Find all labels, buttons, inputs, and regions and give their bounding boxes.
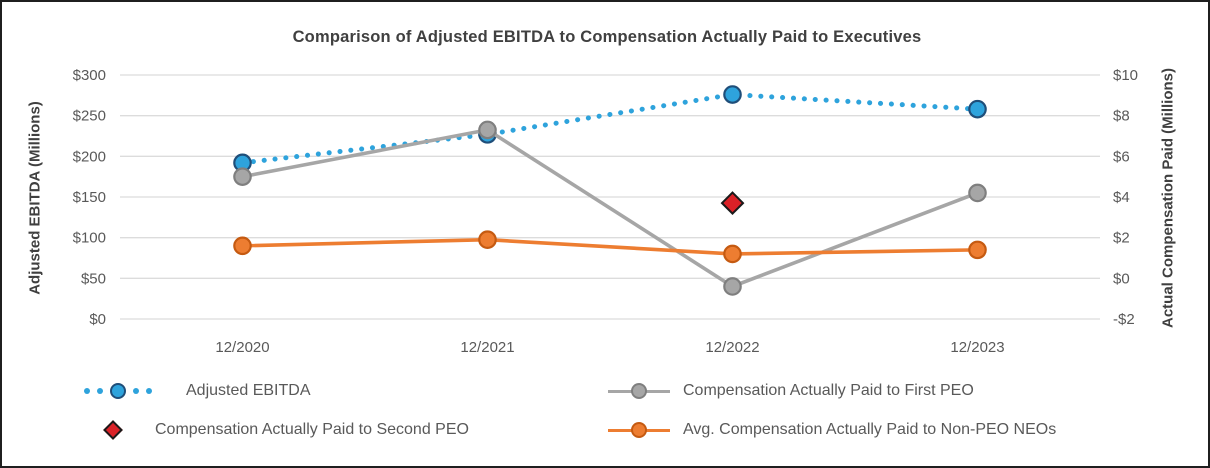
left-axis-tick-label: $250 [73, 108, 106, 125]
legend-label: Compensation Actually Paid to Second PEO [155, 421, 469, 438]
data-point [478, 120, 497, 140]
data-point [968, 240, 987, 260]
right-axis-tick-label: $10 [1113, 67, 1138, 84]
data-point [968, 99, 987, 119]
x-axis-tick-label: 12/2022 [705, 339, 759, 356]
dotted-line-circle-marker-icon [84, 383, 179, 399]
series-line [240, 92, 980, 166]
right-axis-tick-label: $8 [1113, 108, 1130, 125]
right-axis-tick-label: $0 [1113, 270, 1130, 287]
data-point [723, 85, 742, 104]
series-0 [233, 85, 987, 173]
series-1 [233, 120, 987, 296]
x-axis-tick-label: 12/2023 [950, 339, 1004, 356]
x-axis-tick-label: 12/2021 [460, 339, 514, 356]
legend-label: Adjusted EBITDA [186, 382, 311, 399]
legend-label: Compensation Actually Paid to First PEO [683, 382, 974, 399]
legend-item-adjusted-ebitda: Adjusted EBITDA [84, 380, 311, 402]
gridlines: $0 -$2 $50 $0 $100 $2 $150 $4 $200 $6 $250 $8 $300 $1… [73, 67, 1138, 328]
line-circle-marker-icon [608, 383, 670, 399]
right-axis-tick-label: $2 [1113, 230, 1130, 247]
right-axis-tick-label: $4 [1113, 189, 1130, 206]
left-axis-tick-label: $0 [89, 311, 106, 328]
right-axis-tick-label: -$2 [1113, 311, 1135, 328]
legend-item-first-peo: Compensation Actually Paid to First PEO [608, 380, 974, 402]
line-circle-marker-icon [608, 422, 670, 438]
right-axis-tick-label: $6 [1113, 148, 1130, 165]
series-line [242, 237, 978, 256]
series-3 [233, 230, 987, 264]
left-axis-tick-label: $50 [81, 270, 106, 287]
left-axis-tick-label: $200 [73, 148, 106, 165]
data-point [720, 191, 745, 216]
data-point [233, 167, 252, 186]
data-point [968, 183, 987, 203]
left-axis-tick-label: $100 [73, 230, 106, 247]
legend-label: Avg. Compensation Actually Paid to Non-P… [683, 421, 1057, 438]
data-point [723, 277, 742, 296]
legend-item-non-peo-neos: Avg. Compensation Actually Paid to Non-P… [608, 419, 1056, 441]
left-axis-tick-label: $300 [73, 67, 106, 84]
x-axis-tick-label: 12/2020 [215, 339, 269, 356]
data-point [233, 236, 252, 256]
chart-title: Comparison of Adjusted EBITDA to Compens… [292, 28, 922, 46]
legend-item-second-peo: Compensation Actually Paid to Second PEO [101, 419, 469, 441]
data-point [723, 244, 742, 264]
series-line [242, 127, 979, 289]
series-2 [720, 191, 745, 216]
data-point [478, 230, 497, 249]
diamond-marker-icon [101, 420, 125, 440]
left-axis-tick-label: $150 [73, 189, 106, 206]
